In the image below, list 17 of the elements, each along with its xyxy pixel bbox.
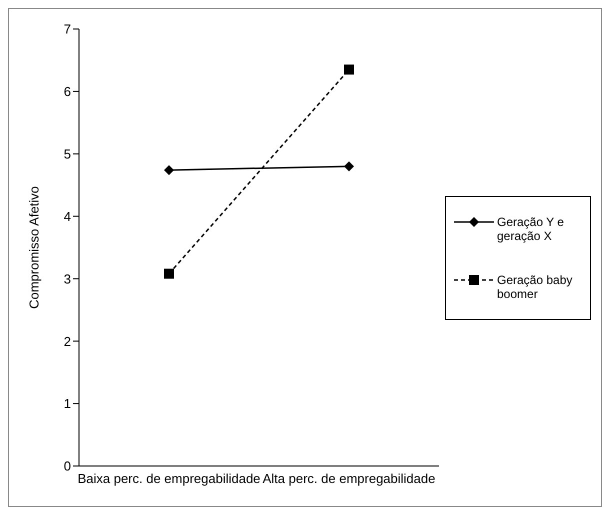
point	[344, 161, 354, 172]
y-tick-label: 5	[64, 146, 71, 162]
y-tick-label: 3	[64, 271, 71, 286]
y-tick-label: 7	[64, 22, 71, 37]
legend-label: Geração Y e geração X	[497, 214, 565, 242]
x-tick-label: Alta perc. de empregabilidade	[262, 471, 436, 486]
point	[164, 268, 174, 279]
point	[344, 64, 354, 75]
point	[164, 165, 174, 176]
y-tick-label: 2	[64, 334, 71, 349]
legend-label: Geração baby boomer	[497, 272, 574, 300]
y-tick-label: 1	[64, 396, 71, 412]
y-tick-label: 4	[64, 208, 71, 224]
y-axis-title: Compromisso Afetivo	[26, 186, 42, 309]
x-tick-label: Baixa perc. de empregabilidade	[78, 471, 260, 486]
y-tick-label: 0	[64, 458, 71, 474]
y-tick-label: 6	[64, 84, 71, 100]
